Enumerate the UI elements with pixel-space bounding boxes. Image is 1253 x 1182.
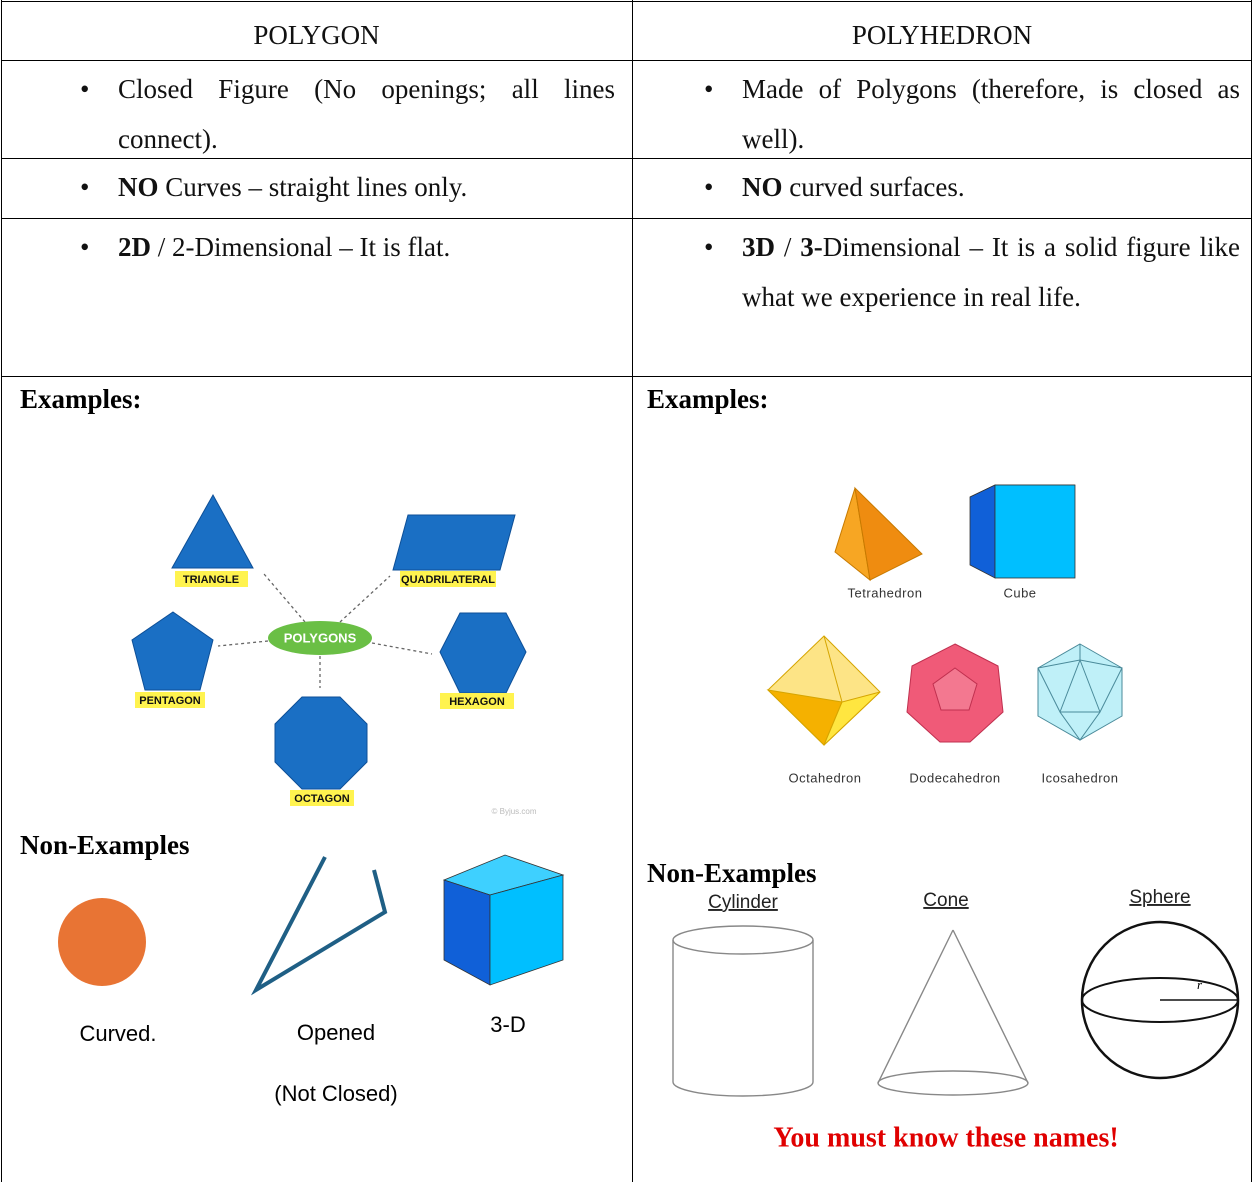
- cube-front: [994, 484, 1076, 579]
- open-figure: [250, 856, 388, 996]
- shape-label: OCTAGON: [294, 793, 349, 805]
- non-example-label: Cone: [923, 890, 968, 911]
- example-label: Icosahedron: [1041, 770, 1118, 785]
- row-line: [1, 60, 1252, 61]
- non-example-label: Opened: [297, 1020, 375, 1045]
- column-divider: [632, 0, 633, 1182]
- dodecahedron-face: [932, 667, 978, 711]
- text-run: /: [775, 232, 801, 262]
- label-tag: [135, 692, 205, 708]
- text-run: NO: [742, 172, 783, 202]
- bullet: •: [704, 74, 714, 104]
- example-label: Cube: [1003, 585, 1036, 600]
- column-header: POLYGON: [253, 20, 380, 50]
- text-run: Closed Figure (No openings; all lines co…: [118, 74, 622, 154]
- section-title: Examples:: [647, 384, 769, 414]
- row-line: [1, 158, 1252, 159]
- row-line: [1, 1, 1252, 2]
- non-example-label: Sphere: [1129, 887, 1190, 908]
- non-example-label: Curved.: [79, 1021, 156, 1046]
- row-line: [1, 376, 1252, 377]
- icosahedron-edge: [1059, 644, 1101, 741]
- section-title: Examples:: [20, 384, 142, 414]
- pentagon: [131, 611, 214, 691]
- text-run: 2D: [118, 232, 151, 262]
- cube-side: [969, 484, 996, 579]
- text-run: 3D: [742, 232, 775, 262]
- bullet-item: • Closed Figure (No openings; all lines c…: [80, 64, 615, 158]
- quadrilateral: [392, 514, 516, 571]
- text-run: NO: [118, 172, 159, 202]
- tetrahedron-face: [854, 486, 923, 581]
- credit: © Byjus.com: [491, 807, 536, 816]
- cylinder-body: [672, 940, 814, 1097]
- bullet-item: • 2D / 2-Dimensional – It is flat.: [80, 222, 615, 376]
- bullet: •: [704, 232, 714, 262]
- bullet-item: • 3D / 3-Dimensional – It is a solid figu…: [704, 222, 1240, 376]
- bullet: •: [80, 172, 90, 202]
- cone-base: [877, 1070, 1029, 1096]
- section-title: Non-Examples: [647, 858, 817, 888]
- polygon-diagram: POLYGONS TRIANGLE QUADRILATERAL PENTAGON…: [131, 493, 537, 816]
- example-label: Dodecahedron: [909, 770, 1000, 785]
- cylinder-top: [672, 925, 814, 955]
- shape-label: HEXAGON: [449, 696, 505, 708]
- diagram-center-label: POLYGONS: [284, 630, 357, 645]
- text-run: 3-: [800, 232, 823, 262]
- text-run: Dimensional – It is a solid figure like …: [742, 232, 1247, 312]
- cone-sides: [877, 929, 1029, 1084]
- shape-label: QUADRILATERAL: [401, 574, 495, 586]
- arrow: [263, 573, 306, 623]
- circle: [58, 898, 146, 986]
- arrow: [339, 575, 391, 623]
- hexagon: [439, 612, 527, 694]
- arrow: [217, 640, 269, 647]
- octahedron-face: [823, 691, 881, 746]
- arrow: [371, 642, 433, 655]
- row-line: [1, 218, 1252, 219]
- bullet-item: • Made of Polygons (therefore, is closed …: [704, 64, 1240, 158]
- note: You must know these names!: [773, 1122, 1118, 1153]
- text-run: / 2-Dimensional – It is flat.: [151, 232, 451, 262]
- cube-side: [443, 879, 491, 986]
- cube-front: [489, 874, 564, 986]
- non-example-label: Cylinder: [708, 892, 778, 913]
- bullet: •: [80, 232, 90, 262]
- text-run: Made of Polygons (therefore, is closed a…: [742, 74, 1247, 154]
- non-example-label: (Not Closed): [274, 1081, 397, 1106]
- example-label: Tetrahedron: [848, 585, 923, 600]
- table-border: [1, 0, 2, 1182]
- example-label: Octahedron: [789, 770, 862, 785]
- text-run: Curves – straight lines only.: [158, 172, 468, 202]
- bullet: •: [80, 74, 90, 104]
- text-run: curved surfaces.: [782, 172, 965, 202]
- label-tag: [440, 693, 514, 709]
- shape-label: TRIANGLE: [183, 574, 239, 586]
- table-border: [1251, 0, 1252, 1182]
- octagon: [274, 696, 368, 790]
- section-title: Non-Examples: [20, 830, 190, 860]
- shape-label: PENTAGON: [139, 695, 201, 707]
- bullet-item: • NO Curves – straight lines only.: [80, 162, 615, 218]
- non-example-label: 3-D: [490, 1012, 525, 1037]
- label-tag: [290, 790, 354, 806]
- icosahedron-edge: [1037, 659, 1123, 713]
- center-ellipse: [268, 621, 372, 655]
- triangle: [171, 493, 254, 569]
- radius-label: r: [1197, 977, 1203, 992]
- bullet: •: [704, 172, 714, 202]
- label-tag: [400, 571, 496, 587]
- column-header: POLYHEDRON: [851, 20, 1033, 50]
- bullet-item: • NO curved surfaces.: [704, 162, 1240, 218]
- label-tag: [175, 571, 248, 587]
- octahedron-edge: [823, 635, 843, 703]
